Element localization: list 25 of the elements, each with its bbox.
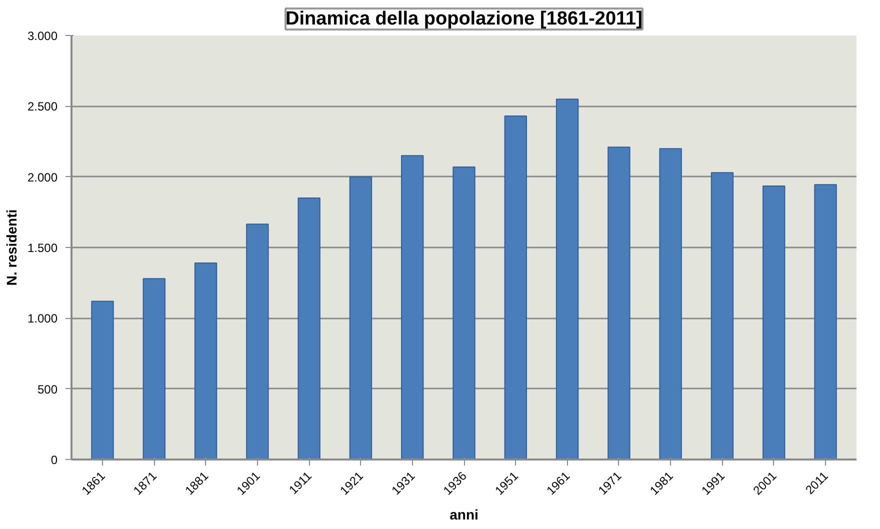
bar [91, 300, 114, 460]
bar [401, 155, 424, 460]
bar [298, 198, 320, 460]
bar [194, 262, 218, 460]
y-tick-label: 1.000 [27, 312, 58, 326]
x-axis-title: anni [450, 506, 478, 523]
bar [814, 184, 837, 460]
y-tick-label: 3.000 [27, 29, 58, 43]
bar [452, 166, 476, 460]
bar [762, 186, 786, 460]
y-tick-label: 500 [37, 382, 58, 396]
y-axis-title: N. residenti [3, 209, 20, 286]
bar [504, 116, 527, 460]
bar [659, 148, 682, 460]
bar [349, 176, 372, 460]
y-tick-label: 2.500 [27, 100, 58, 114]
y-tick-label: 2.000 [27, 170, 58, 184]
bar [710, 172, 734, 460]
bar [556, 98, 579, 460]
bar [246, 224, 269, 460]
y-tick-label: 0 [50, 453, 58, 467]
bar [608, 146, 630, 460]
y-tick-label: 1.500 [27, 241, 58, 255]
bar [142, 278, 166, 460]
chart-title: Dinamica della popolazione [1861-2011] [286, 8, 642, 30]
